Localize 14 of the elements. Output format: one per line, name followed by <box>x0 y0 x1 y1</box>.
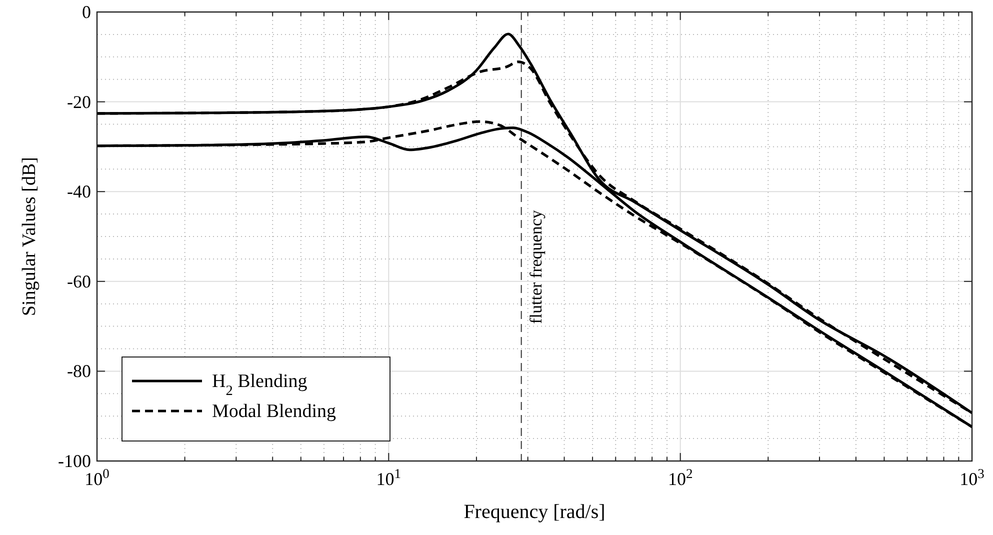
legend-label: H$_{2}$ Blending <box>212 371 308 399</box>
y-tick-label: -40 <box>67 182 91 202</box>
y-tick-label: -80 <box>67 361 91 382</box>
y-tick-label: -100 <box>58 451 91 471</box>
x-axis-title: Frequency [rad/s] <box>464 501 606 523</box>
ref-line-label: flutter frequency <box>526 210 546 324</box>
y-tick-label: -60 <box>67 271 91 292</box>
legend-label: Modal Blending <box>212 401 337 422</box>
x-tick-label: 10$^{3}$ <box>960 466 985 489</box>
y-axis-title: Singular Values [dB] <box>19 156 40 316</box>
x-tick-label: 10$^{1}$ <box>376 466 402 489</box>
x-tick-label: 10$^{2}$ <box>668 466 693 489</box>
y-tick-label: -20 <box>67 92 91 112</box>
y-tick-label: 0 <box>82 2 91 22</box>
